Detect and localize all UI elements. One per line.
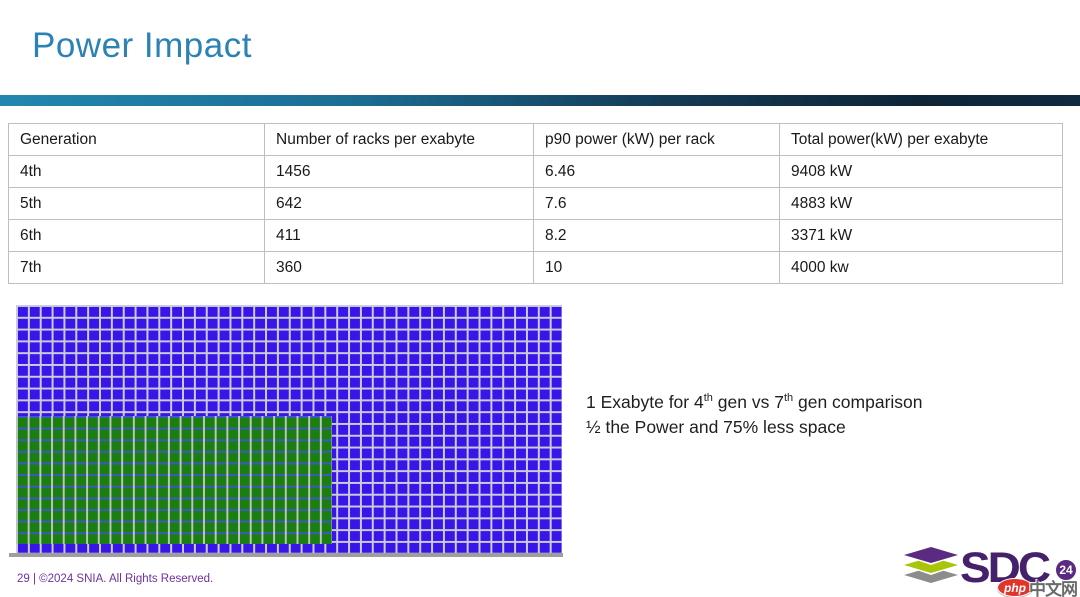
table-cell: 7th: [8, 251, 265, 284]
table-cell: 642: [264, 187, 534, 220]
watermark-cn-text: 中文网: [1029, 580, 1078, 597]
sdc-year-badge: 24: [1054, 558, 1078, 582]
table-row: 7th 360 10 4000 kw: [8, 251, 1063, 284]
superscript: th: [783, 392, 794, 404]
table-row: 5th 642 7.6 4883 kW: [8, 187, 1063, 220]
table-cell: 10: [533, 251, 780, 284]
table-header-cell: Total power(kW) per exabyte: [779, 123, 1063, 156]
table-cell: 360: [264, 251, 534, 284]
superscript: th: [703, 392, 713, 404]
comparison-note-line1: 1 Exabyte for 4th gen vs 7th gen compari…: [586, 391, 923, 412]
table-cell: 7.6: [533, 187, 780, 220]
table-header-cell: Number of racks per exabyte: [264, 123, 534, 156]
table-row: 6th 411 8.2 3371 kW: [8, 219, 1063, 252]
table-cell: 6th: [8, 219, 265, 252]
comparison-note-line2: ½ the Power and 75% less space: [586, 416, 846, 437]
table-header-cell: p90 power (kW) per rack: [533, 123, 780, 156]
table-cell: 4883 kW: [779, 187, 1063, 220]
table-cell: 4000 kw: [779, 251, 1063, 284]
php-logo-icon: php: [997, 578, 1033, 597]
table-header-cell: Generation: [8, 123, 265, 156]
table-cell: 411: [264, 219, 534, 252]
comparison-note: 1 Exabyte for 4th gen vs 7th gen compari…: [586, 386, 923, 440]
rack-waffle-chart: [9, 305, 563, 557]
table-cell: 9408 kW: [779, 155, 1063, 188]
sdc-logo: SDC 24: [902, 544, 1080, 596]
copyright-footer: 29 | ©2024 SNIA. All Rights Reserved.: [17, 573, 214, 585]
table-cell: 1456: [264, 155, 534, 188]
grid-shadow: [9, 553, 563, 557]
table-cell: 3371 kW: [779, 219, 1063, 252]
title-divider-bar: [0, 95, 1080, 106]
table-cell: 4th: [8, 155, 265, 188]
table-cell: 8.2: [533, 219, 780, 252]
green-rack-grid: [16, 416, 332, 544]
table-row: 4th 1456 6.46 9408 kW: [8, 155, 1063, 188]
table-cell: 5th: [8, 187, 265, 220]
logo-layer-purple-icon: [902, 545, 960, 565]
page-title: Power Impact: [32, 26, 252, 65]
php-cn-watermark: php 中文网: [997, 575, 1078, 597]
table-cell: 6.46: [533, 155, 780, 188]
power-table: Generation Number of racks per exabyte p…: [8, 123, 1063, 284]
table-header-row: Generation Number of racks per exabyte p…: [8, 123, 1063, 156]
